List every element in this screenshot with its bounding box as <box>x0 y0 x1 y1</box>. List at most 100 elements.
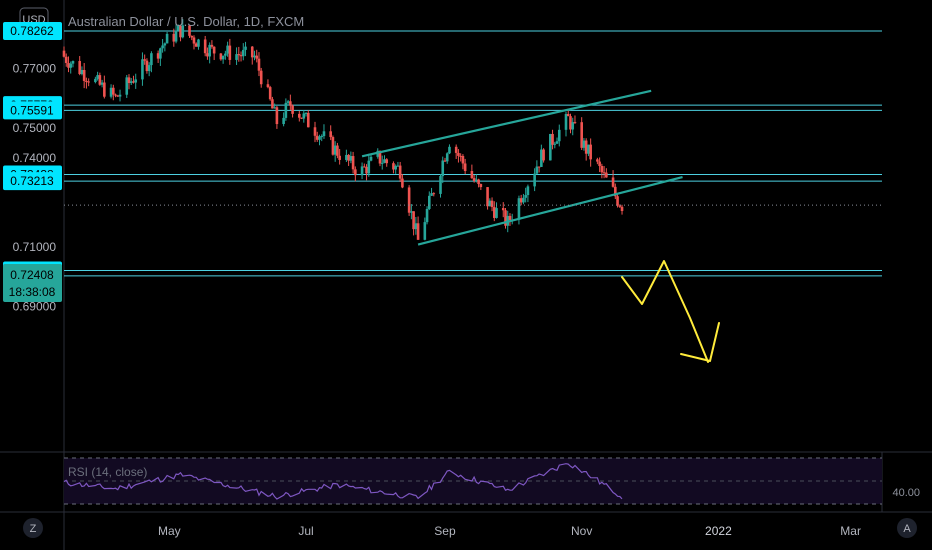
candle-body-62 <box>255 55 259 59</box>
candle-body-70 <box>282 117 285 125</box>
time-axis-ticks: May Jul Sep Nov 2022 Mar <box>158 524 861 538</box>
candle-body-43 <box>194 43 198 47</box>
candle-body-90 <box>345 154 348 160</box>
candle-body-156 <box>551 133 554 145</box>
candle-body-115 <box>423 222 427 240</box>
candle-body-50 <box>219 53 223 60</box>
candle-body-28 <box>147 65 151 72</box>
candle-body-40 <box>188 25 191 36</box>
candle-body-131 <box>472 178 476 182</box>
candle-body-153 <box>540 149 543 167</box>
candle-body-65 <box>266 84 270 88</box>
candle-body-171 <box>598 161 601 167</box>
candle-body-92 <box>349 156 353 161</box>
rsi-label: RSI (14, close) <box>68 465 147 479</box>
candle-body-162 <box>569 116 572 130</box>
candle-body-169 <box>589 144 592 160</box>
candle-body-51 <box>221 55 225 60</box>
candle-body-125 <box>454 146 458 153</box>
candle-body-172 <box>600 166 604 173</box>
candle-body-78 <box>304 112 308 114</box>
candle-body-37 <box>176 25 180 31</box>
candle-body-15 <box>109 87 113 97</box>
candle-body-5 <box>78 61 81 75</box>
candle-body-21 <box>127 77 131 84</box>
trend-channel[interactable] <box>361 89 683 246</box>
candle-body-67 <box>271 99 274 109</box>
candle-body-44 <box>197 39 200 47</box>
candle-body-168 <box>587 144 590 154</box>
candle-body-71 <box>284 102 288 118</box>
candle-body-47 <box>208 44 211 57</box>
candle-body-86 <box>331 137 335 155</box>
candle-body-46 <box>206 53 209 57</box>
candle-body-176 <box>614 186 617 197</box>
x-tick-3: Nov <box>571 524 592 538</box>
candle-body-73 <box>289 101 292 106</box>
candle-body-163 <box>571 122 575 130</box>
candle-body-54 <box>228 45 232 60</box>
candle-body-150 <box>533 173 536 187</box>
candle-body-89 <box>338 155 341 160</box>
x-tick-4: 2022 <box>705 524 732 538</box>
candle-body-134 <box>479 184 483 188</box>
candle-body-145 <box>517 198 521 220</box>
candle-body-135 <box>486 187 489 207</box>
candle-body-36 <box>174 30 178 42</box>
zoom-button[interactable] <box>23 518 43 538</box>
candle-body-6 <box>80 70 84 75</box>
candle-body-63 <box>257 58 261 71</box>
candle-body-18 <box>116 95 120 97</box>
candle-body-170 <box>596 159 599 162</box>
candle-body-33 <box>163 43 167 46</box>
projection-drawing[interactable] <box>621 260 720 363</box>
candle-body-27 <box>145 60 149 72</box>
trend-line-channel-lower[interactable] <box>417 176 683 246</box>
candle-body-103 <box>383 159 386 163</box>
candle-body-53 <box>226 45 229 54</box>
candle-body-133 <box>477 179 480 185</box>
candle-body-68 <box>273 107 276 109</box>
candle-body-122 <box>443 160 447 162</box>
candle-body-81 <box>315 135 319 140</box>
candle-body-30 <box>156 53 160 59</box>
candle-body-7 <box>82 70 86 81</box>
y-tick-0: 0.77000 <box>13 62 57 76</box>
candle-body-93 <box>351 156 355 170</box>
candle-body-32 <box>161 45 164 49</box>
candle-body-109 <box>401 178 404 188</box>
candle-body-75 <box>298 113 301 118</box>
candle-body-158 <box>555 141 559 144</box>
candle-body-96 <box>363 166 366 168</box>
auto-scale-button[interactable] <box>897 518 917 538</box>
candle-body-8 <box>85 80 88 82</box>
candle-body-10 <box>94 78 97 83</box>
candle-body-113 <box>414 223 418 230</box>
candle-body-121 <box>441 160 445 177</box>
candle-body-57 <box>239 55 243 57</box>
candles <box>62 19 624 241</box>
candle-body-140 <box>501 208 505 211</box>
candle-body-178 <box>618 205 622 207</box>
level-tag-0 <box>3 21 62 40</box>
x-tick-1: Jul <box>298 524 313 538</box>
candle-body-60 <box>250 46 254 58</box>
candle-body-110 <box>407 187 411 213</box>
candle-body-129 <box>463 163 467 172</box>
price-axis-ticks: 0.77000 0.75000 0.74000 0.71000 0.69000 <box>13 62 57 314</box>
candle-body-152 <box>537 166 541 168</box>
candle-body-49 <box>212 46 216 54</box>
x-tick-0: May <box>158 524 181 538</box>
candle-body-101 <box>378 150 382 164</box>
candle-body-45 <box>203 39 207 54</box>
candle-body-0 <box>62 50 66 57</box>
trend-line-channel-upper[interactable] <box>361 89 652 158</box>
level-tag-4 <box>3 172 62 191</box>
candle-body-151 <box>535 166 539 174</box>
candle-body-80 <box>313 127 317 136</box>
candle-body-160 <box>564 114 568 130</box>
candle-body-69 <box>275 107 279 125</box>
candle-body-76 <box>300 117 303 119</box>
candle-body-137 <box>490 200 494 208</box>
